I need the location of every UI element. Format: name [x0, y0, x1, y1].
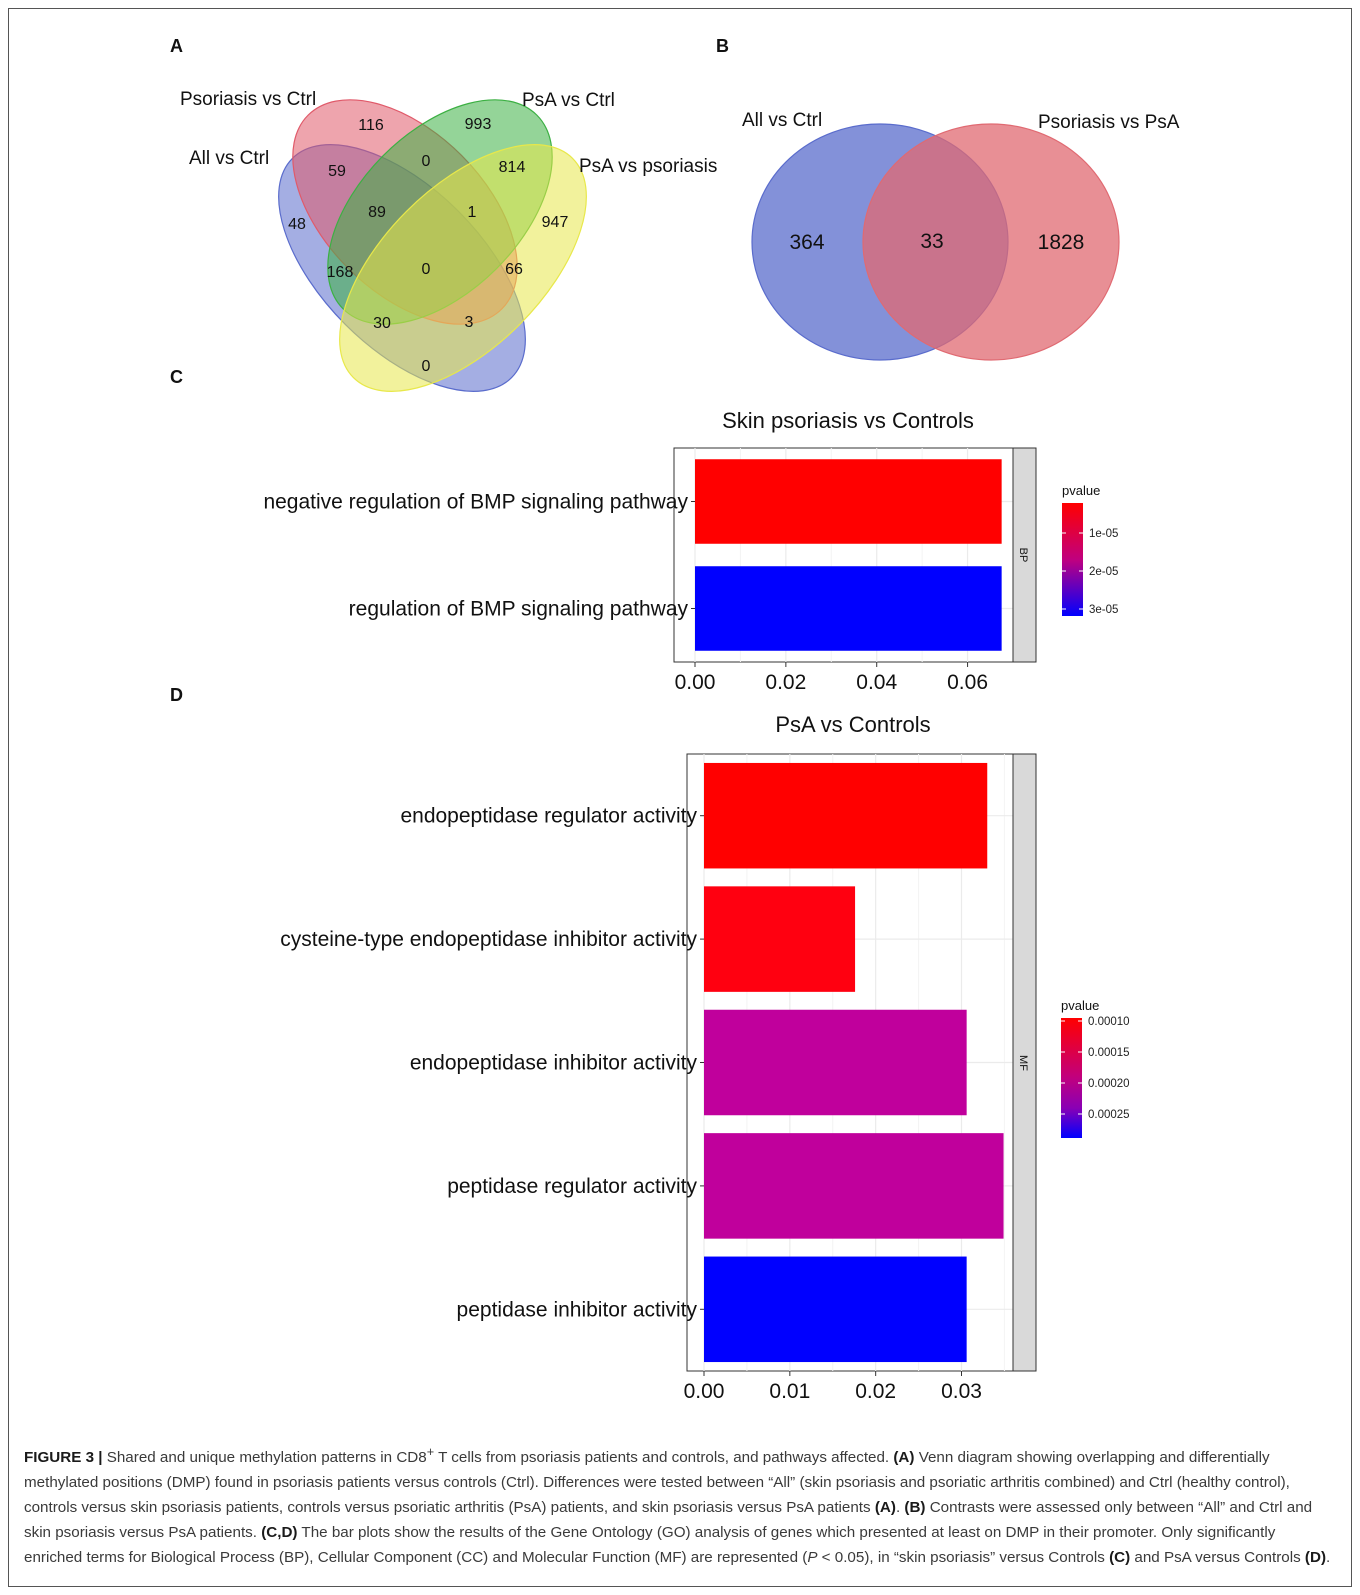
venn4-count-993: 993 — [465, 116, 492, 133]
venn2-label-all-vs-ctrl: All vs Ctrl — [742, 110, 822, 131]
c-legend-title: pvalue — [1062, 483, 1100, 498]
venn4-count-89: 89 — [368, 204, 386, 221]
chart-c-title: Skin psoriasis vs Controls — [722, 408, 974, 433]
caption-ref-b: (B) — [904, 1499, 926, 1517]
c-legend-label-2: 3e-05 — [1089, 604, 1118, 616]
chart-d-title: PsA vs Controls — [775, 712, 930, 737]
d-ylabel-2: endopeptidase inhibitor activity — [410, 1052, 698, 1075]
caption-text-2: T cells from psoriasis patients and cont… — [434, 1449, 894, 1467]
venn4-label-psoriasis-vs-ctrl: Psoriasis vs Ctrl — [180, 89, 316, 110]
chart-d-facet-label: MF — [1017, 1055, 1029, 1071]
caption-text-6: The bar plots show the results of the Ge… — [24, 1524, 1276, 1567]
venn2-count-left: 364 — [789, 231, 824, 254]
c-legend-label-1: 2e-05 — [1089, 566, 1118, 578]
caption-text-1: Shared and unique methylation patterns i… — [102, 1449, 427, 1467]
venn4-count-66: 66 — [505, 261, 523, 278]
caption-ref-a: (A) — [893, 1449, 915, 1467]
caption-text-8: and PsA versus Controls — [1130, 1549, 1305, 1567]
panel-label-b: B — [716, 36, 729, 56]
chart-c-facet-strip — [1012, 447, 1037, 663]
caption-ref-cd: (C,D) — [261, 1524, 298, 1542]
panel-label-a: A — [170, 36, 183, 56]
d-xtick-label-1: 0.01 — [769, 1380, 810, 1400]
d-bar-2 — [704, 1009, 967, 1116]
caption-ref-c: (C) — [1109, 1549, 1131, 1567]
venn4-set-psa-vs-psoriasis — [339, 144, 587, 392]
d-xtick-label-0: 0.00 — [684, 1380, 725, 1400]
c-bar-1 — [695, 566, 1002, 651]
caption-figure-label: FIGURE 3 | — [24, 1449, 103, 1467]
caption-text-7: < 0.05), in “skin psoriasis” versus Cont… — [817, 1549, 1110, 1567]
venn2-count-right: 1828 — [1038, 231, 1085, 254]
venn2-label-psoriasis-vs-psa: Psoriasis vs PsA — [1038, 112, 1180, 133]
venn4-label-all-vs-ctrl: All vs Ctrl — [189, 148, 269, 169]
d-legend-label-2: 0.00020 — [1088, 1078, 1130, 1090]
chart-c-facet-label: BP — [1017, 548, 1029, 563]
caption-ref-a-2: (A) — [874, 1499, 896, 1517]
venn4-label-psa-vs-ctrl: PsA vs Ctrl — [522, 90, 615, 111]
venn4-count-48: 48 — [288, 216, 306, 233]
c-ylabel-0: negative regulation of BMP signaling pat… — [263, 491, 688, 514]
d-legend-label-1: 0.00015 — [1088, 1047, 1130, 1059]
figure-caption: FIGURE 3 | Shared and unique methylation… — [24, 1440, 1336, 1570]
d-legend-label-3: 0.00025 — [1088, 1109, 1130, 1121]
c-bar-0 — [695, 459, 1002, 544]
figure-frame — [8, 8, 1352, 1587]
d-ylabel-1: cysteine-type endopeptidase inhibitor ac… — [280, 928, 697, 951]
venn2-diagram: All vs Ctrl Psoriasis vs PsA 364 33 1828 — [742, 110, 1180, 361]
figure-canvas: A B C D Psoriasis vs Ctrl PsA vs Ctrl Al… — [170, 36, 1180, 1400]
panel-label-c: C — [170, 367, 183, 387]
venn4-count-1: 1 — [468, 204, 477, 221]
c-xtick-label-1: 0.02 — [765, 671, 806, 694]
panel-label-d: D — [170, 685, 183, 705]
venn4-count-116: 116 — [358, 117, 384, 134]
c-legend-label-0: 1e-05 — [1089, 528, 1118, 540]
venn4-count-30: 30 — [373, 315, 391, 332]
c-xtick-label-0: 0.00 — [675, 671, 716, 694]
caption-text-4: . — [895, 1499, 905, 1517]
d-xtick-label-2: 0.02 — [855, 1380, 896, 1400]
venn2-count-overlap: 33 — [920, 230, 943, 253]
venn4-count-3: 3 — [465, 314, 474, 331]
caption-text-3: Venn diagram showing overlapping and dif… — [24, 1449, 1290, 1517]
chart-d-facet-strip — [1012, 753, 1037, 1372]
caption-text-5: Contrasts were assessed only between “Al… — [24, 1499, 1313, 1542]
d-ylabel-3: peptidase regulator activity — [447, 1175, 697, 1198]
d-bar-3 — [704, 1133, 1004, 1239]
c-ylabel-1: regulation of BMP signaling pathway — [349, 598, 689, 621]
d-legend-title: pvalue — [1061, 998, 1099, 1013]
d-xtick-label-3: 0.03 — [941, 1380, 982, 1400]
d-bar-1 — [704, 886, 856, 992]
caption-p-symbol: P — [807, 1549, 818, 1567]
venn4-diagram: Psoriasis vs Ctrl PsA vs Ctrl All vs Ctr… — [180, 89, 717, 392]
venn4-count-0-b: 0 — [422, 261, 431, 278]
venn4-count-947: 947 — [542, 214, 569, 231]
caption-superscript: + — [426, 1445, 435, 1459]
venn4-count-0-a: 0 — [422, 153, 431, 170]
d-bar-4 — [704, 1256, 967, 1363]
caption-ref-d: (D) — [1304, 1549, 1327, 1567]
venn4-count-0-c: 0 — [422, 358, 431, 375]
d-ylabel-0: endopeptidase regulator activity — [400, 805, 697, 828]
venn4-count-59: 59 — [328, 163, 346, 180]
c-xtick-label-2: 0.04 — [856, 671, 897, 694]
chart-c: Skin psoriasis vs Controls negative regu… — [263, 408, 1118, 694]
chart-d: PsA vs Controls endopeptidase regulator … — [280, 712, 1129, 1400]
venn4-label-psa-vs-psoriasis: PsA vs psoriasis — [579, 156, 717, 177]
venn4-count-814: 814 — [499, 159, 526, 176]
caption-text-9: . — [1326, 1549, 1331, 1567]
venn4-count-168: 168 — [327, 264, 354, 281]
c-legend-colorbar — [1062, 503, 1083, 616]
d-legend-label-0: 0.00010 — [1088, 1016, 1130, 1028]
d-ylabel-4: peptidase inhibitor activity — [457, 1298, 698, 1321]
c-xtick-label-3: 0.06 — [947, 671, 988, 694]
d-legend-colorbar — [1061, 1018, 1082, 1138]
d-bar-0 — [704, 762, 988, 869]
venn2-set-psoriasis-vs-psa — [862, 123, 1120, 361]
